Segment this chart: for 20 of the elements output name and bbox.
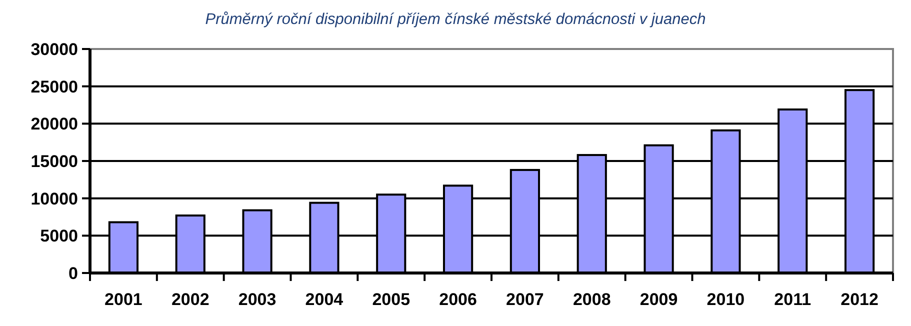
x-tick-label: 2007 (506, 290, 544, 309)
chart-title: Průměrný roční disponibilní příjem čínské městské domácnosti v juanech (205, 11, 706, 28)
x-tick-label: 2004 (305, 290, 344, 309)
x-tick-label: 2002 (171, 290, 210, 309)
y-tick-label: 30000 (30, 40, 78, 59)
x-tick-label: 2009 (640, 290, 678, 309)
x-tick-label: 2011 (774, 290, 812, 309)
x-tick-label: 2001 (104, 290, 142, 309)
x-tick-label: 2005 (372, 290, 410, 309)
x-tick-label: 2008 (572, 290, 611, 309)
x-tick-label: 2012 (840, 290, 878, 309)
x-tick-label: 2003 (238, 290, 276, 309)
y-tick-label: 5000 (40, 226, 78, 246)
y-tick-label: 25000 (30, 77, 78, 96)
x-tick-label: 2010 (706, 290, 745, 309)
y-tick-label: 20000 (30, 114, 78, 134)
x-tick-label: 2006 (439, 290, 477, 309)
y-tick-label: 15000 (30, 152, 78, 171)
y-tick-label: 0 (68, 264, 78, 283)
y-tick-label: 10000 (30, 189, 78, 208)
